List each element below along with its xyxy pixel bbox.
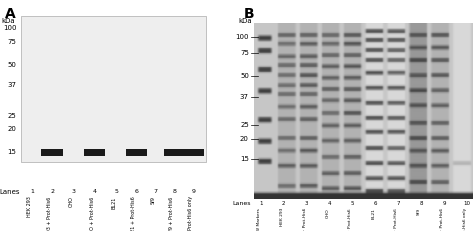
Text: 7: 7 (396, 201, 400, 206)
Text: 3: 3 (305, 201, 308, 206)
Text: 4: 4 (328, 201, 331, 206)
Text: 9: 9 (191, 189, 195, 195)
Text: MW Markers: MW Markers (257, 208, 261, 231)
FancyBboxPatch shape (21, 16, 206, 162)
Text: 7: 7 (153, 189, 157, 195)
Text: 10: 10 (464, 201, 470, 206)
Text: 3: 3 (72, 189, 75, 195)
Text: Prot-His6 only: Prot-His6 only (188, 196, 193, 231)
Text: 25: 25 (8, 112, 17, 119)
Text: HEK 293: HEK 293 (27, 196, 32, 217)
Text: 20: 20 (240, 136, 249, 142)
Text: 50: 50 (8, 62, 17, 68)
Text: kDa: kDa (238, 18, 252, 24)
Text: 8: 8 (419, 201, 423, 206)
Text: 6: 6 (134, 189, 138, 195)
Text: Prot-His6 only: Prot-His6 only (463, 208, 467, 231)
Text: 1: 1 (259, 201, 263, 206)
Text: 37: 37 (240, 94, 249, 100)
Text: 5: 5 (114, 189, 118, 195)
Text: 20: 20 (8, 126, 17, 132)
Text: 37: 37 (8, 82, 17, 88)
Text: Lanes: Lanes (232, 201, 251, 206)
Text: HEK 293: HEK 293 (280, 208, 283, 226)
Text: CHO: CHO (68, 196, 73, 207)
Text: Sf9 + Prot-His6: Sf9 + Prot-His6 (440, 208, 444, 231)
Text: 4: 4 (93, 189, 97, 195)
Text: 75: 75 (240, 50, 249, 56)
Text: 6: 6 (374, 201, 377, 206)
Text: Sf9: Sf9 (150, 196, 155, 204)
FancyBboxPatch shape (126, 149, 147, 156)
Text: Sf9 + Prot-His6: Sf9 + Prot-His6 (169, 196, 174, 231)
Text: BL21: BL21 (111, 196, 116, 209)
Text: CHO + Prot-His6: CHO + Prot-His6 (90, 196, 95, 231)
Text: 2: 2 (282, 201, 285, 206)
Text: Lanes: Lanes (0, 189, 20, 195)
Text: BL21 + Prot-His6: BL21 + Prot-His6 (394, 208, 398, 231)
Text: 25: 25 (240, 122, 249, 128)
Text: 100: 100 (3, 25, 17, 31)
Text: HEK 293 + Prot-His6: HEK 293 + Prot-His6 (47, 196, 52, 231)
Text: CHO + Prot-His6: CHO + Prot-His6 (348, 208, 352, 231)
Text: A: A (5, 7, 16, 21)
Text: Sf9: Sf9 (417, 208, 421, 215)
Text: BL21 + Prot-His6: BL21 + Prot-His6 (131, 196, 136, 231)
Text: 50: 50 (240, 73, 249, 79)
FancyBboxPatch shape (41, 149, 63, 156)
Text: 100: 100 (236, 34, 249, 40)
Text: B: B (244, 7, 255, 21)
Text: 75: 75 (8, 39, 17, 45)
FancyBboxPatch shape (84, 149, 106, 156)
FancyBboxPatch shape (182, 149, 204, 156)
Text: 8: 8 (172, 189, 176, 195)
Text: 15: 15 (8, 149, 17, 155)
Text: 1: 1 (30, 189, 34, 195)
Text: 9: 9 (442, 201, 446, 206)
Text: HEK 293 + Prot-His6: HEK 293 + Prot-His6 (302, 208, 307, 231)
Text: CHO: CHO (326, 208, 329, 218)
Text: 15: 15 (240, 156, 249, 162)
Text: 5: 5 (351, 201, 354, 206)
Text: kDa: kDa (1, 18, 15, 24)
FancyBboxPatch shape (164, 149, 185, 156)
Text: BL21: BL21 (371, 208, 375, 219)
Text: 2: 2 (50, 189, 54, 195)
